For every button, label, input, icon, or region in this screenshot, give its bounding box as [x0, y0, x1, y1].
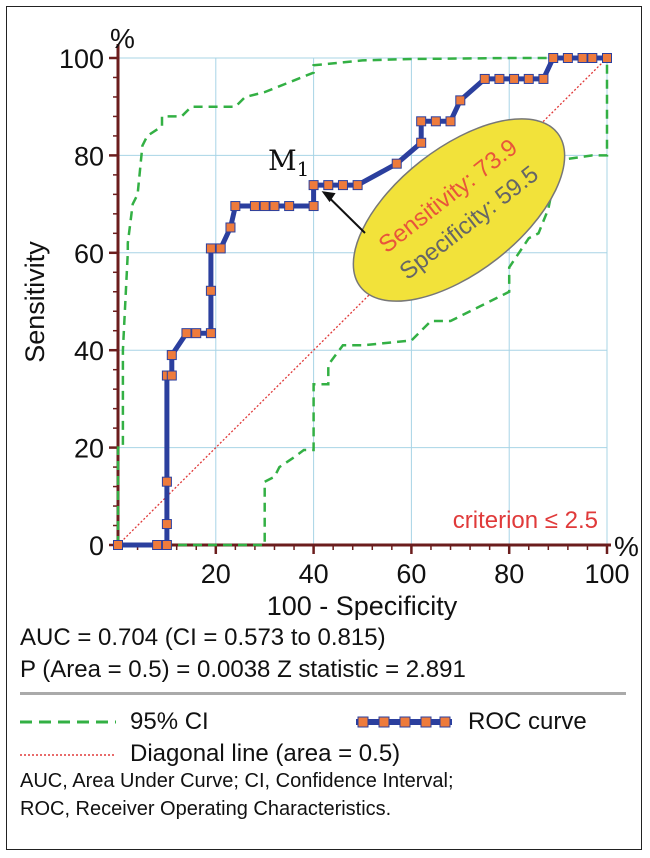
legend-roc-swatch	[356, 716, 452, 728]
roc-point-36	[548, 53, 559, 63]
roc-point-32	[494, 73, 505, 84]
roc-markers	[113, 53, 612, 550]
roc-point-22	[323, 180, 334, 191]
roc-point-13	[215, 243, 226, 254]
roc-point-0	[113, 540, 123, 550]
y-tick-label-20: 20	[74, 434, 104, 464]
point-label-m1: M1	[268, 144, 309, 181]
roc-point-28	[430, 116, 441, 127]
y-tick-label-100: 100	[59, 44, 104, 74]
roc-point-8	[181, 328, 192, 339]
criterion-label: criterion ≤ 2.5	[453, 507, 598, 534]
roc-point-19	[284, 201, 295, 212]
roc-point-3	[161, 519, 172, 530]
legend	[20, 716, 452, 756]
roc-point-9	[191, 328, 202, 339]
roc-point-40	[602, 53, 612, 63]
legend-roc-label: ROC curve	[468, 708, 587, 735]
arrow-line	[326, 195, 366, 234]
roc-point-7	[166, 350, 177, 361]
y-tick-labels: 0 20 40 60 80 100	[59, 44, 104, 561]
p-z-stats: P (Area = 0.5) = 0.0038 Z statistic = 2.…	[20, 656, 466, 683]
roc-point-34	[523, 73, 534, 84]
y-axis-label: Sensitivity	[20, 241, 50, 363]
roc-point-27	[416, 116, 427, 127]
roc-point-21	[308, 180, 319, 191]
roc-point-20	[308, 201, 319, 212]
roc-point-24	[352, 180, 363, 191]
roc-point-18	[269, 201, 280, 212]
roc-point-25	[391, 158, 402, 169]
roc-point-30	[455, 95, 466, 106]
y-tick-label-80: 80	[74, 141, 104, 171]
roc-point-31	[479, 73, 490, 84]
roc-point-39	[587, 53, 598, 63]
footnote-line-2: ROC, Receiver Operating Characteristics.	[20, 798, 392, 820]
roc-point-1	[152, 540, 163, 550]
x-axis-label: 100 - Specificity	[267, 591, 458, 620]
roc-point-11	[205, 285, 216, 296]
roc-point-29	[445, 116, 456, 127]
roc-point-38	[577, 53, 588, 63]
roc-point-12	[205, 243, 216, 254]
ci-upper-line	[116, 56, 607, 545]
diagonal-line	[117, 57, 608, 546]
x-tick-label-80: 80	[494, 559, 524, 589]
roc-point-14	[225, 222, 236, 233]
footnote-line-1: AUC, Area Under Curve; CI, Confidence In…	[20, 770, 454, 792]
legend-diagonal-label: Diagonal line (area = 0.5)	[130, 740, 401, 767]
y-unit-label: %	[110, 23, 135, 54]
x-tick-label-60: 60	[396, 559, 426, 589]
arrow-head	[321, 191, 336, 203]
x-tick-label-20: 20	[201, 559, 231, 589]
roc-point-37	[562, 53, 573, 63]
roc-point-2	[161, 540, 172, 550]
roc-chart: 0 20 40 60 80 100 20 40 60 80 100 M1 Sensitivity: …	[20, 23, 639, 620]
roc-point-4	[161, 476, 172, 487]
y-tick-label-40: 40	[74, 336, 104, 366]
y-tick-label-60: 60	[74, 239, 104, 269]
ci-lower-line	[118, 58, 609, 547]
roc-point-6	[166, 370, 177, 381]
auc-stats: AUC = 0.704 (CI = 0.573 to 0.815)	[20, 624, 386, 651]
roc-point-15	[230, 201, 241, 212]
x-tick-labels: 20 40 60 80 100	[201, 559, 630, 589]
roc-point-33	[509, 73, 520, 84]
ellipse-shape	[352, 118, 566, 302]
roc-point-26	[416, 137, 427, 148]
legend-ci-label: 95% CI	[130, 708, 209, 735]
roc-point-23	[337, 180, 348, 191]
y-tick-label-0: 0	[89, 531, 104, 561]
x-tick-label-100: 100	[584, 559, 629, 589]
x-unit-label: %	[614, 531, 639, 562]
roc-point-10	[205, 328, 216, 339]
x-tick-label-40: 40	[299, 559, 329, 589]
grid-lines	[118, 57, 608, 545]
separator	[20, 692, 626, 695]
roc-point-16	[249, 201, 260, 212]
roc-point-17	[259, 201, 270, 212]
roc-point-35	[538, 73, 549, 84]
